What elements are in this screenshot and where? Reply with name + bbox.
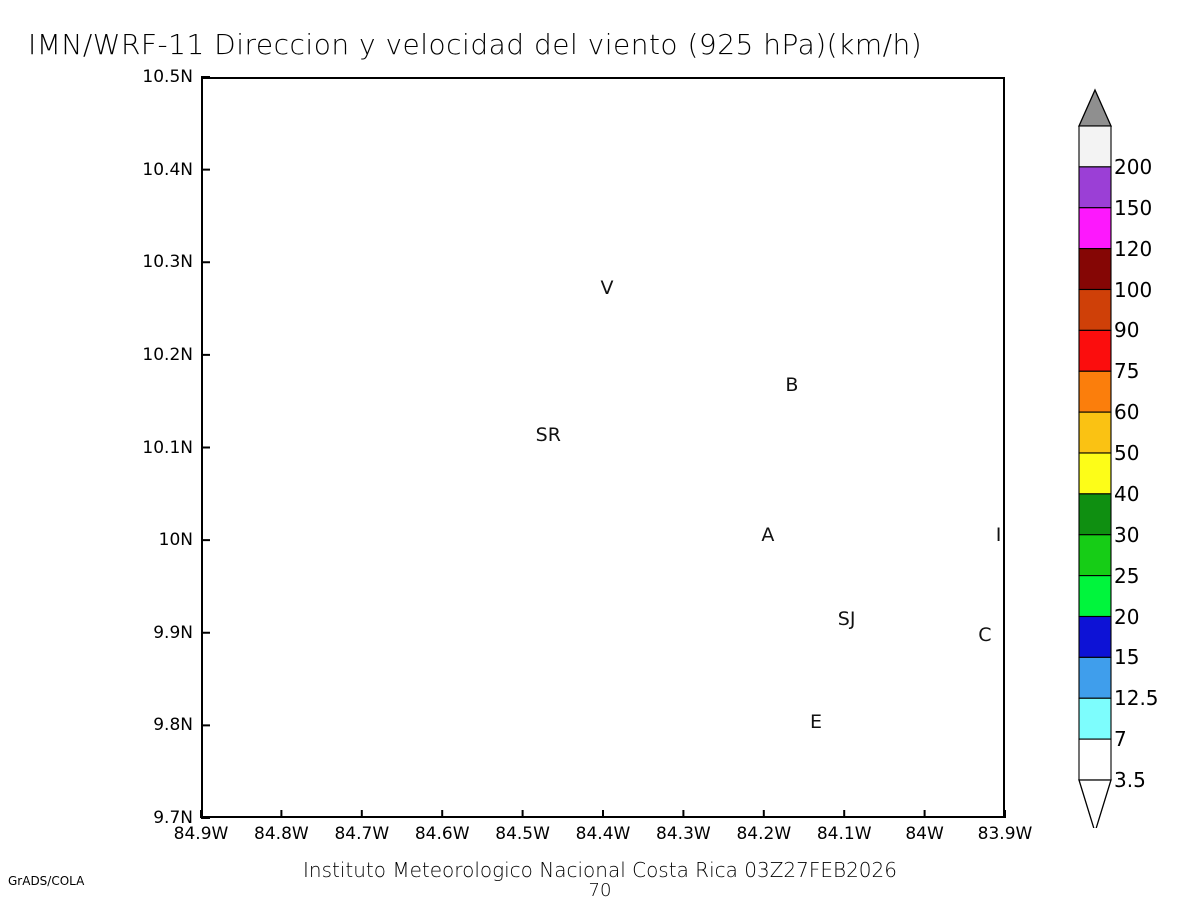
colorbar-tick-label: 150 bbox=[1114, 196, 1152, 220]
colorbar-tick-label: 40 bbox=[1114, 482, 1139, 506]
plot-area bbox=[201, 77, 1005, 818]
colorbar-tick-label: 3.5 bbox=[1114, 768, 1146, 792]
colorbar-tick-label: 30 bbox=[1114, 523, 1139, 547]
footer-credit: GrADS/COLA bbox=[8, 874, 84, 888]
x-axis-tick-label: 84W bbox=[905, 824, 943, 844]
x-axis-tick-label: 84.5W bbox=[495, 824, 550, 844]
x-axis-tick-label: 83.9W bbox=[978, 824, 1033, 844]
colorbar-tick-label: 25 bbox=[1114, 564, 1139, 588]
colorbar-tick-label: 100 bbox=[1114, 278, 1152, 302]
colorbar-cell bbox=[1079, 576, 1111, 617]
x-axis-tick-label: 84.7W bbox=[334, 824, 389, 844]
x-axis-tick-label: 84.3W bbox=[656, 824, 711, 844]
colorbar-cell bbox=[1079, 290, 1111, 331]
colorbar-tick-label: 50 bbox=[1114, 441, 1139, 465]
y-axis-tick-label: 10N bbox=[159, 530, 193, 550]
y-axis-tick-label: 10.4N bbox=[142, 160, 193, 180]
colorbar-cell bbox=[1079, 167, 1111, 208]
y-axis-tick-label: 10.5N bbox=[142, 67, 193, 87]
page-title: IMN/WRF-11 Direccion y velocidad del vie… bbox=[28, 28, 922, 61]
colorbar-tick-label: 15 bbox=[1114, 645, 1139, 669]
x-axis-tick-label: 84.6W bbox=[415, 824, 470, 844]
footer-institute: Instituto Meteorologico Nacional Costa R… bbox=[303, 858, 897, 882]
colorbar-cell bbox=[1079, 453, 1111, 494]
colorbar-tick-label: 75 bbox=[1114, 359, 1139, 383]
footer-sub-label: 70 bbox=[589, 880, 612, 901]
colorbar-cell bbox=[1079, 249, 1111, 290]
y-axis-tick-label: 10.3N bbox=[142, 252, 193, 272]
colorbar-cell bbox=[1079, 494, 1111, 535]
x-axis-tick-label: 84.8W bbox=[254, 824, 309, 844]
x-axis-tick-label: 84.1W bbox=[817, 824, 872, 844]
colorbar-tick-label: 20 bbox=[1114, 605, 1139, 629]
colorbar-tick-label: 120 bbox=[1114, 237, 1152, 261]
colorbar-cell bbox=[1079, 535, 1111, 576]
colorbar-tick-label: 90 bbox=[1114, 318, 1139, 342]
colorbar-cell bbox=[1079, 617, 1111, 658]
colorbar-over-arrow bbox=[1079, 90, 1111, 126]
y-axis-tick-label: 9.7N bbox=[153, 808, 193, 828]
plot-frame bbox=[201, 77, 1005, 818]
colorbar-cell bbox=[1079, 371, 1111, 412]
colorbar-cell bbox=[1079, 657, 1111, 698]
colorbar-tick-label: 12.5 bbox=[1114, 686, 1159, 710]
colorbar-tick-label: 60 bbox=[1114, 400, 1139, 424]
colorbar-cell bbox=[1079, 412, 1111, 453]
colorbar-cell bbox=[1079, 330, 1111, 371]
x-axis-tick-label: 84.2W bbox=[736, 824, 791, 844]
y-axis-tick-label: 10.2N bbox=[142, 345, 193, 365]
x-axis-tick-label: 84.4W bbox=[576, 824, 631, 844]
y-axis-tick-label: 10.1N bbox=[142, 438, 193, 458]
colorbar-cell bbox=[1079, 126, 1111, 167]
y-axis-tick-label: 9.8N bbox=[153, 715, 193, 735]
colorbar-cell bbox=[1079, 698, 1111, 739]
y-axis-tick-label: 9.9N bbox=[153, 623, 193, 643]
colorbar[interactable]: 3.5 7 12.5 15 20 25 30 40 50 60 75 90 100 120 150 200 bbox=[1072, 88, 1200, 828]
colorbar-cell bbox=[1079, 208, 1111, 249]
colorbar-cell bbox=[1079, 739, 1111, 780]
colorbar-tick-label: 7 bbox=[1114, 727, 1127, 751]
colorbar-tick-label: 200 bbox=[1114, 155, 1152, 179]
colorbar-under-arrow bbox=[1079, 780, 1111, 828]
